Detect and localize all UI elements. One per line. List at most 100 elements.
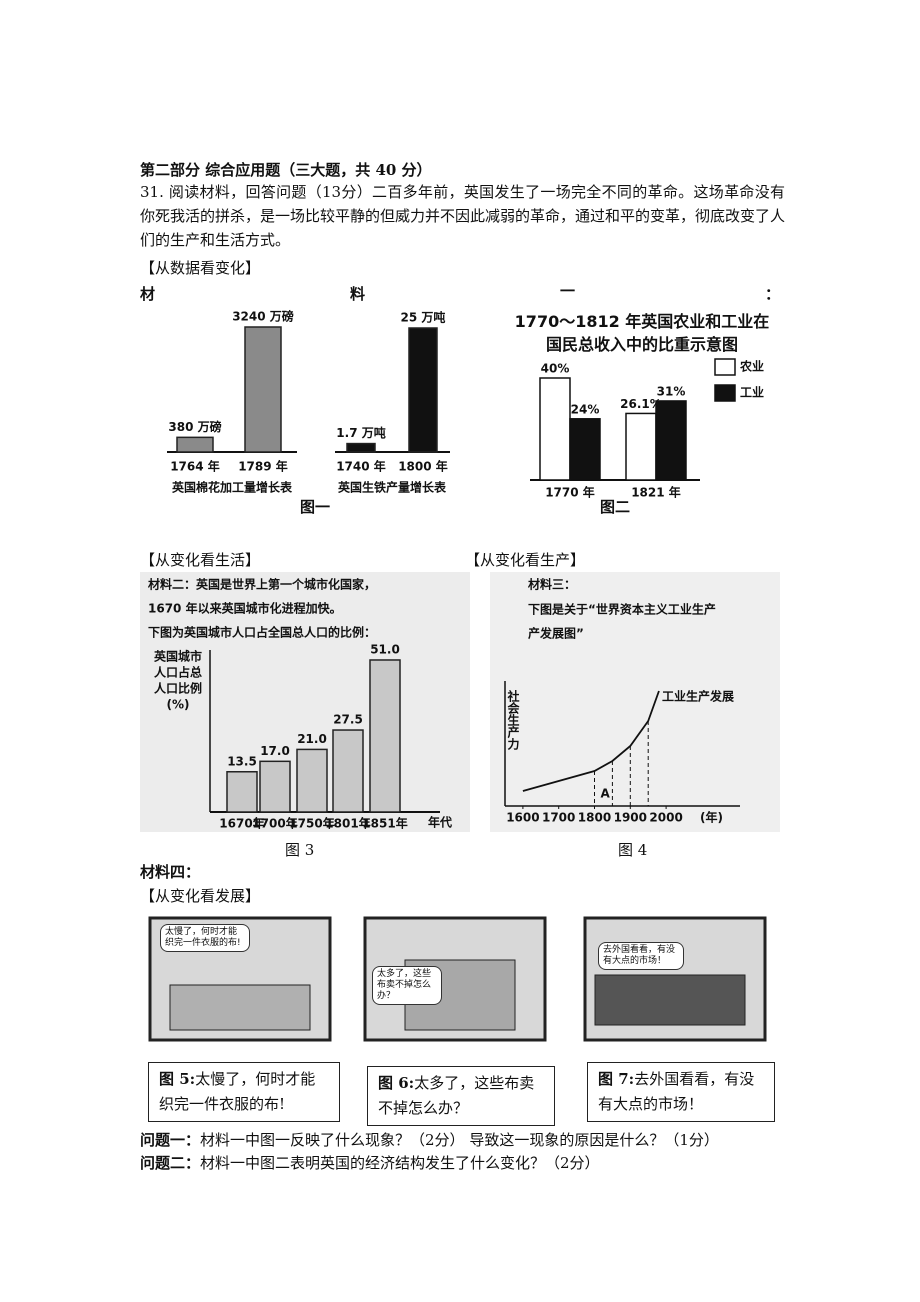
category-label: 1851年 xyxy=(362,816,407,831)
bar xyxy=(408,327,438,453)
figure-caption: 图 4 xyxy=(618,841,648,859)
series-label: 工业生产发展 xyxy=(662,689,734,704)
bar xyxy=(625,412,657,481)
question-text: 材料一中图一反映了什么现象？（2分） 导致这一现象的原因是什么？（1分） xyxy=(200,1131,719,1149)
legend-label: 农业 xyxy=(739,359,764,374)
x-axis-label: 年代 xyxy=(428,815,452,830)
x-axis-label: (年) xyxy=(700,810,723,825)
y-axis-label: 人口比例 xyxy=(154,681,202,696)
bar xyxy=(655,400,687,481)
x-tick-label: 1800 xyxy=(578,811,611,825)
chart-subtitle: 下图为英国城市人口占全国总人口的比例： xyxy=(148,625,376,640)
chart-subtitle: 下图是关于“世界资本主义工业生产 xyxy=(528,602,716,617)
value-label: 13.5 xyxy=(227,754,257,768)
bar xyxy=(259,760,291,813)
x-tick-label: 1900 xyxy=(614,811,647,825)
chart-title: 英国棉花加工量增长表 xyxy=(172,480,293,495)
x-tick-label: 1600 xyxy=(506,811,539,825)
cartoon-figure xyxy=(594,974,746,1026)
question-label: 问题一： xyxy=(140,1131,201,1149)
category-label: 1801年 xyxy=(325,816,370,831)
x-tick-label: 2000 xyxy=(649,811,682,825)
legend-swatch xyxy=(714,358,736,376)
cartoon xyxy=(148,916,767,1042)
question: 问题一：材料一中图一反映了什么现象？（2分） 导致这一现象的原因是什么？（1分） xyxy=(140,1128,719,1152)
value-label: 25 万吨 xyxy=(401,310,446,325)
figure-caption: 图一 xyxy=(300,498,331,516)
value-label: 24% xyxy=(571,402,600,416)
bar xyxy=(346,442,376,453)
box-label: 图 5: xyxy=(159,1070,196,1088)
category-label: 1821 年 xyxy=(631,485,681,500)
material-label: 材 xyxy=(140,285,156,303)
bar xyxy=(332,729,364,813)
box-text: 太多了，这些布卖不掉怎么办？ xyxy=(378,1074,535,1117)
heading: 【从数据看变化】 xyxy=(140,259,261,277)
category-label: 1740 年 xyxy=(336,459,386,474)
question-label: 问题二： xyxy=(140,1154,201,1172)
box-text: 去外国看看，有没有大点的市场！ xyxy=(598,1070,755,1113)
category-label: 1750年 xyxy=(289,816,334,831)
category-label: 1670年 xyxy=(219,816,264,831)
material-text: 材料二：英国是世界上第一个城市化国家， xyxy=(147,577,376,592)
question-text: 材料一中图二表明英国的经济结构发生了什么变化？（2分） xyxy=(200,1154,600,1172)
y-axis-label: (%) xyxy=(167,698,190,712)
point-label: A xyxy=(601,787,611,801)
value-label: 17.0 xyxy=(260,744,290,758)
material-label: 材料四： xyxy=(140,863,201,881)
heading: 【从变化看生活】 xyxy=(140,551,261,569)
bar xyxy=(176,436,214,453)
speech-bubble: 太慢了，何时才能织完一件衣服的布! xyxy=(160,924,250,952)
y-axis-label: 人口占总 xyxy=(154,665,202,680)
speech-bubble: 太多了，这些布卖不掉怎么办？ xyxy=(372,966,442,1005)
section-title: 第二部分 综合应用题（三大题，共 40 分） xyxy=(140,161,432,179)
panel xyxy=(490,572,780,832)
box-label: 图 7: xyxy=(598,1070,635,1088)
box-label: 图 6: xyxy=(378,1074,415,1092)
question-intro: 31. 阅读材料，回答问题（13分）二百多年前，英国发生了一场完全不同的革命。这… xyxy=(140,183,786,249)
caption-box: 图 6:太多了，这些布卖不掉怎么办？ xyxy=(367,1066,555,1126)
question: 问题二：材料一中图二表明英国的经济结构发生了什么变化？（2分） xyxy=(140,1151,600,1175)
cartoon-figure xyxy=(169,984,311,1031)
bar xyxy=(296,748,328,813)
legend-label: 工业 xyxy=(740,385,764,400)
category-label: 1789 年 xyxy=(238,459,288,474)
y-axis-label: 社会生产力 xyxy=(506,689,520,751)
chart-subtitle: 产发展图” xyxy=(528,626,584,641)
category-label: 1770 年 xyxy=(545,485,595,500)
heading: 【从变化看生产】 xyxy=(465,551,586,569)
bar xyxy=(369,659,401,813)
material-label: 料 xyxy=(350,285,366,303)
x-tick-label: 1700 xyxy=(542,811,575,825)
legend-swatch xyxy=(714,384,736,402)
figure-caption: 图 3 xyxy=(285,841,315,859)
value-label: 21.0 xyxy=(297,732,327,746)
category-label: 1700年 xyxy=(252,816,297,831)
figure-caption: 图二 xyxy=(600,498,631,516)
line-series xyxy=(522,690,660,792)
category-label: 1764 年 xyxy=(170,459,220,474)
value-label: 26.1% xyxy=(620,397,662,411)
bar xyxy=(226,771,258,813)
caption-box: 图 5:太慢了，何时才能织完一件衣服的布! xyxy=(148,1062,340,1122)
chart-title: 1770～1812 年英国农业和工业在国民总收入中的比重示意图 xyxy=(514,312,770,354)
speech-bubble: 去外国看看，有没有大点的市场！ xyxy=(598,942,684,970)
value-label: 40% xyxy=(541,362,570,376)
value-label: 3240 万磅 xyxy=(232,309,294,324)
material-text: 1670 年以来英国城市化进程加快。 xyxy=(148,601,342,616)
category-label: 1800 年 xyxy=(398,459,448,474)
heading: 【从变化看发展】 xyxy=(140,887,261,905)
caption-box: 图 7:去外国看看，有没有大点的市场！ xyxy=(587,1062,775,1122)
y-axis-label: 英国城市 xyxy=(154,649,202,664)
value-label: 31% xyxy=(657,384,686,398)
value-label: 27.5 xyxy=(333,713,363,727)
material-text: 材料三： xyxy=(527,577,576,592)
bar xyxy=(539,377,571,481)
value-label: 380 万磅 xyxy=(168,419,221,434)
material-label: 一 xyxy=(560,282,576,300)
value-label: 51.0 xyxy=(370,642,400,656)
material-label: ： xyxy=(765,285,781,303)
value-label: 1.7 万吨 xyxy=(336,425,385,440)
